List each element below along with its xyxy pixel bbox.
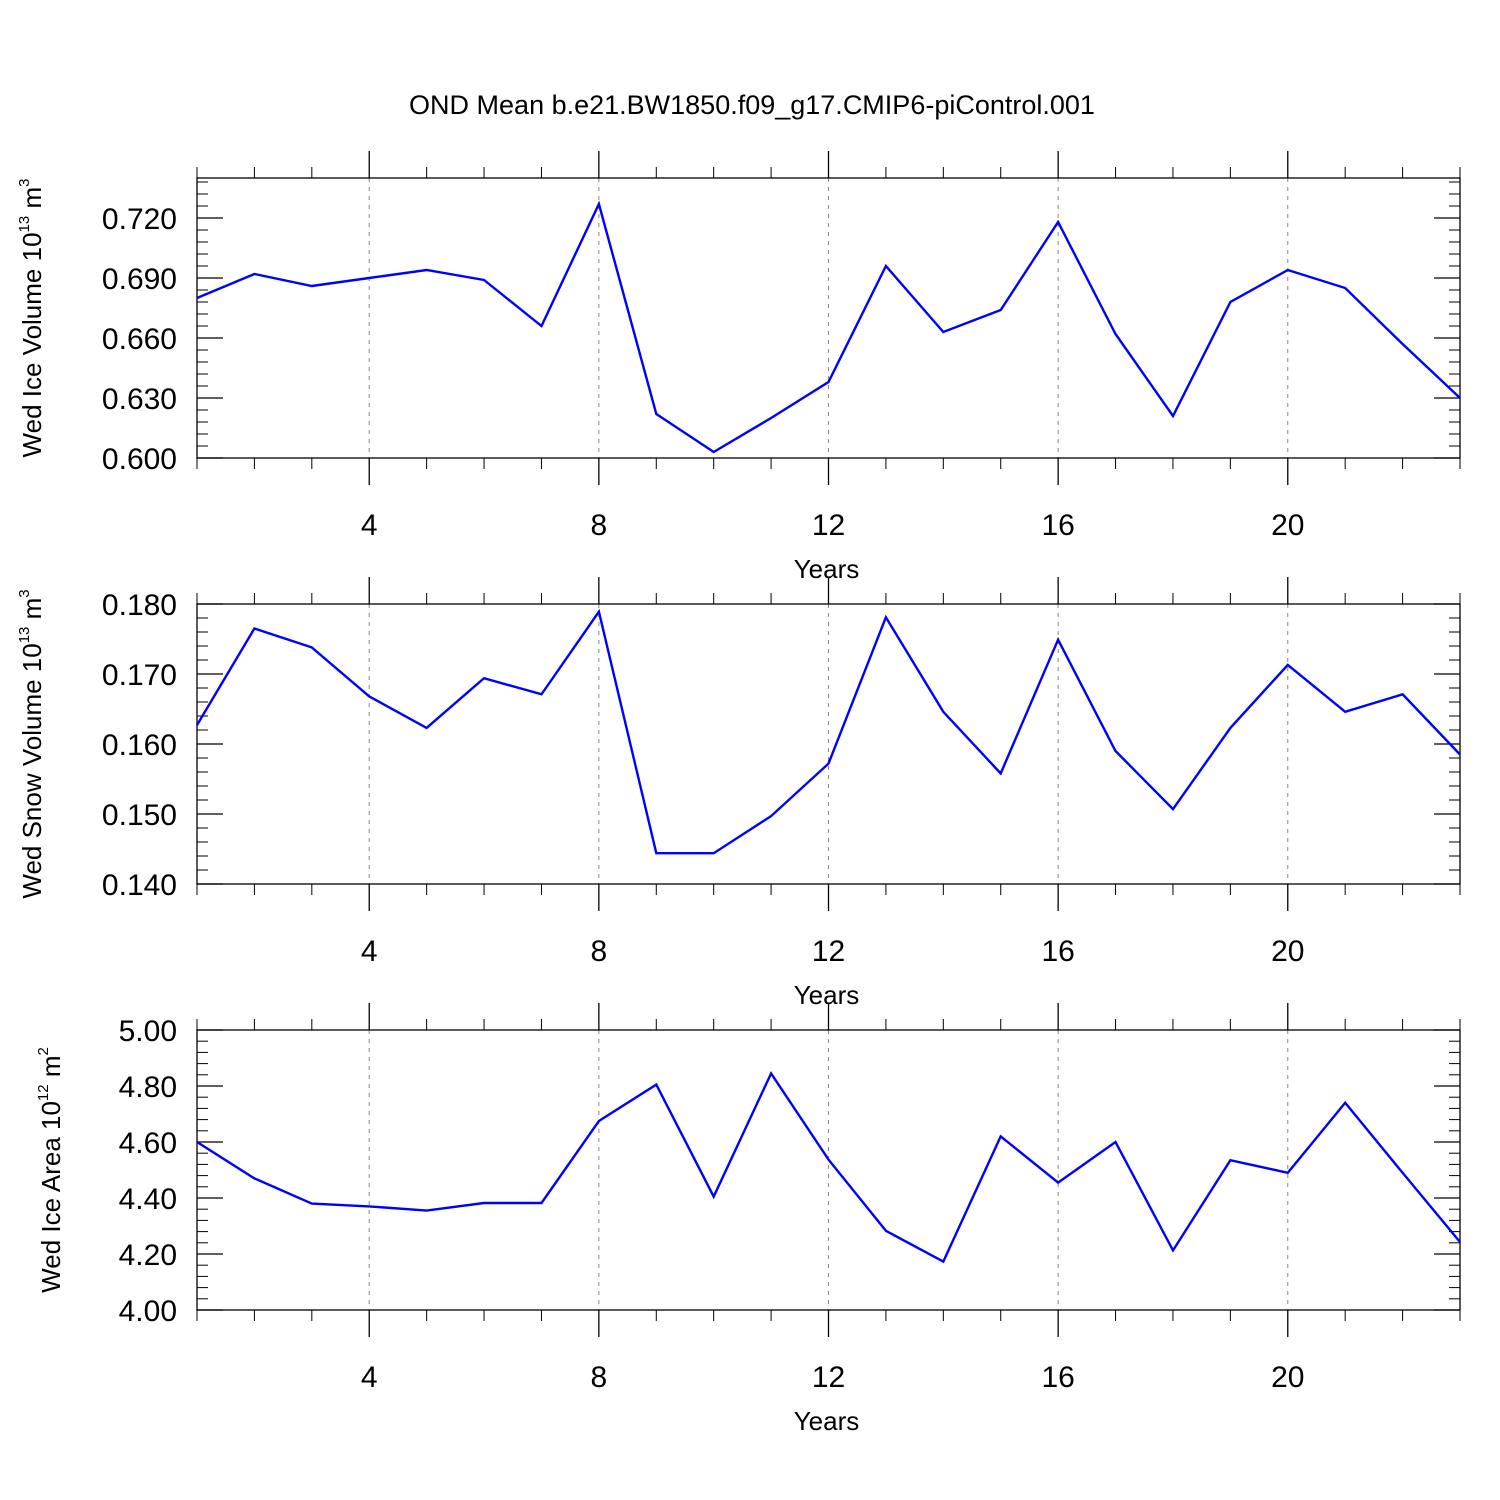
y-tick-label: 0.600 [102,443,177,476]
y-tick-label: 0.720 [102,203,177,236]
y-axis-label: Wed Ice Area 1012 m2 [35,1047,66,1293]
y-axis-label-exponent: 13 [16,627,33,644]
x-axis-label: Years [794,980,860,1010]
plot-frame [196,177,1461,459]
series-line [196,200,1461,454]
y-axis-label: Wed Ice Volume 1013 m3 [16,179,47,458]
y-axis-label-unit-exponent: 3 [16,179,33,187]
y-axis-label-unit: m [17,187,47,216]
series-line [195,608,1461,855]
x-axis-label: Years [794,1406,860,1436]
chart-panel-1: 4 8 12 16 20 0.600 0.630 0.660 0.690 0.720 Years We… [16,151,1461,584]
y-axis-label-text: Wed Ice Area 10 [36,1101,66,1293]
x-tick-label: 20 [1271,935,1304,968]
y-tick-label: 4.60 [119,1127,177,1160]
chart-panel-2: 4 8 12 16 20 0.140 0.150 0.160 0.170 0.180 Years We… [16,577,1461,1010]
y-tick-label: 0.690 [102,263,177,296]
y-axis-label-unit: m [17,598,47,627]
y-tick-label: 4.40 [119,1183,177,1216]
x-tick-label: 16 [1041,509,1074,542]
plot-frame [196,603,1461,885]
x-tick-label: 12 [812,935,845,968]
y-tick-label: 4.80 [119,1071,177,1104]
x-tick-label: 12 [812,509,845,542]
y-tick-label: 4.20 [119,1239,177,1272]
x-tick-label: 8 [591,1361,608,1394]
x-tick-label: 20 [1271,1361,1304,1394]
y-tick-label: 0.140 [102,869,177,902]
y-axis-label-unit-exponent: 2 [35,1047,52,1055]
y-tick-label: 0.150 [102,799,177,832]
plot-frame [196,1029,1461,1311]
y-tick-label: 5.00 [119,1015,177,1048]
y-tick-label: 0.180 [102,589,177,622]
y-axis-label: Wed Snow Volume 1013 m3 [16,589,47,898]
y-axis-label-text: Wed Ice Volume 10 [17,232,47,457]
x-tick-label: 20 [1271,509,1304,542]
y-axis-label-text: Wed Snow Volume 10 [17,643,47,898]
x-tick-label: 4 [361,935,378,968]
x-tick-label: 4 [361,1361,378,1394]
y-axis-label-exponent: 12 [35,1084,52,1101]
series-line [196,1070,1461,1264]
y-tick-label: 0.170 [102,659,177,692]
x-tick-label: 16 [1041,1361,1074,1394]
x-axis-label: Years [794,554,860,584]
y-tick-label: 0.630 [102,383,177,416]
y-tick-label: 4.00 [119,1295,177,1328]
x-tick-label: 12 [812,1361,845,1394]
x-tick-label: 8 [591,509,608,542]
x-tick-label: 4 [361,509,378,542]
y-axis-label-unit-exponent: 3 [16,589,33,597]
x-tick-label: 8 [591,935,608,968]
y-tick-label: 0.660 [102,323,177,356]
chart-title: OND Mean b.e21.BW1850.f09_g17.CMIP6-piCo… [409,90,1095,120]
y-tick-label: 0.160 [102,729,177,762]
y-axis-label-unit: m [36,1056,66,1085]
x-tick-label: 16 [1041,935,1074,968]
panels: 4 8 12 16 20 0.600 0.630 0.660 0.690 0.720 Years We… [16,151,1461,1436]
y-axis-label-exponent: 13 [16,216,33,233]
chart-panel-3: 4 8 12 16 20 4.00 4.20 4.40 4.60 4.80 5.00 Years Wed… [35,1003,1461,1436]
